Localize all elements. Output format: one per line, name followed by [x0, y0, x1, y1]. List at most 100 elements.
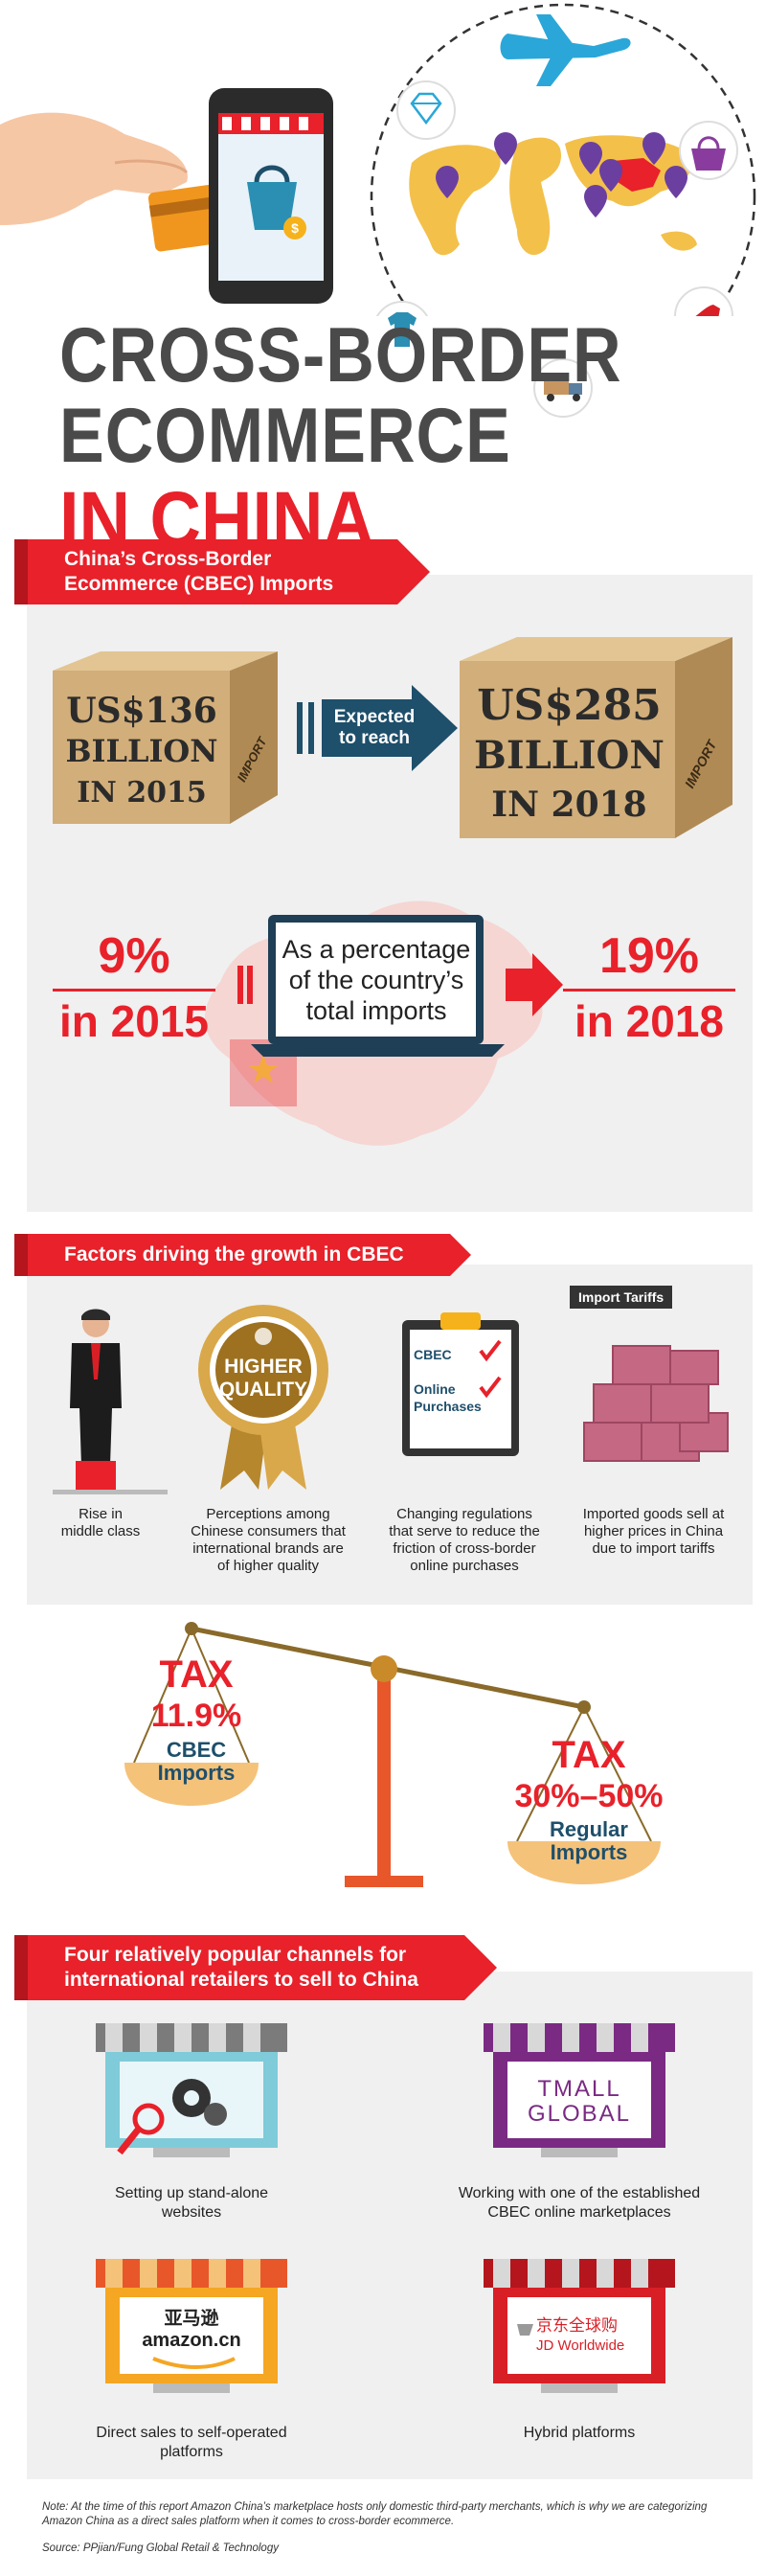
import-tariffs-tag: Import Tariffs [570, 1286, 673, 1309]
channel-3-line2: platforms [160, 2444, 223, 2460]
box-2015-line2: BILLION [65, 733, 218, 770]
laptop-line1: As a percentage [282, 935, 471, 964]
factor-3-line3: friction of cross-border [393, 1540, 536, 1557]
tax-cbec-sub1: CBEC [166, 1738, 227, 1762]
jd-en: JD Worldwide [536, 2337, 625, 2354]
tax-scale-icon [124, 1622, 661, 1887]
channel-1-line1: Setting up stand-alone [114, 2185, 269, 2201]
tax-regular: TAX 30%–50% [484, 1736, 694, 1812]
clipboard-line3: Purchases [414, 1399, 482, 1414]
box-2015-line1: US$136 [66, 691, 217, 731]
factor-2-line3: international brands are [192, 1540, 344, 1557]
factor-2-line1: Perceptions among [206, 1506, 330, 1522]
pct-2015-year: in 2015 [59, 996, 209, 1046]
footnote: Note: At the time of this report Amazon … [42, 2501, 708, 2527]
amazon-en: amazon.cn [142, 2330, 241, 2351]
hero: $ [0, 0, 766, 559]
channel-2-line2: CBEC online marketplaces [487, 2204, 671, 2221]
source-text: Source: PPjian/Fung Global Retail & Tech… [42, 2542, 279, 2554]
globe-ring [370, 3, 756, 316]
channel-4-caption: Hybrid platforms [436, 2424, 723, 2443]
factor-2-line4: of higher quality [217, 1558, 319, 1574]
factor-2-caption: Perceptions among Chinese consumers that… [182, 1506, 354, 1575]
airplane-icon [500, 14, 631, 86]
hero-illustration-lower [388, 312, 593, 418]
china-map-icon [613, 158, 661, 192]
factor-4-line1: Imported goods sell at [582, 1506, 725, 1522]
store-standalone-icon [96, 2023, 287, 2157]
pct-2018-year: in 2018 [574, 996, 724, 1046]
pct-2015: 9% in 2015 [53, 931, 215, 1043]
channel-3-caption: Direct sales to self-operated platforms [72, 2424, 311, 2462]
hero-title: CROSS-BORDER ECOMMERCE IN CHINA [59, 316, 622, 559]
factor-3-line1: Changing regulations [396, 1506, 532, 1522]
laptop-icon [251, 915, 505, 1057]
shirt-icon [375, 301, 429, 316]
box-2018-line1: US$285 [477, 681, 662, 730]
tmall-line2: GLOBAL [527, 2101, 632, 2127]
jd-logo-text: 京东全球购 JD Worldwide [536, 2316, 661, 2356]
tmall-logo-text: TMALL GLOBAL [507, 2077, 651, 2127]
money-stack-icon [583, 1345, 729, 1462]
tax-cbec-label: TAX [159, 1653, 234, 1696]
badge-line1: HIGHER [224, 1356, 303, 1378]
pct-2018: 19% in 2018 [563, 931, 735, 1043]
laptop-line2: of the country’s [288, 966, 464, 994]
tax-cbec-value: 11.9% [150, 1698, 242, 1734]
tax-cbec-sub: CBEC Imports [124, 1739, 268, 1785]
pct-bar-left-a [237, 966, 243, 1004]
tax-regular-sub: Regular Imports [517, 1818, 661, 1864]
imports-header: China’s Cross-Border Ecommerce (CBEC) Im… [14, 539, 430, 604]
channel-3-line1: Direct sales to self-operated [96, 2425, 287, 2441]
tax-regular-label: TAX [552, 1734, 626, 1776]
pct-arrow-icon [506, 953, 563, 1016]
jd-cn: 京东全球购 [536, 2316, 618, 2335]
map-pin-icons [436, 132, 687, 217]
factor-4-line3: due to import tariffs [592, 1540, 715, 1557]
hand-icon [0, 112, 189, 225]
box-2018-icon: IMPORT [460, 637, 732, 838]
tax-cbec: TAX 11.9% [105, 1655, 287, 1732]
factor-3-line2: that serve to reduce the [389, 1523, 540, 1539]
store-tmall-icon [484, 2023, 675, 2157]
channels-header-line2: international retailers to sell to China [64, 1969, 418, 1991]
higher-quality-badge-icon [198, 1305, 328, 1490]
handbag-icon [679, 121, 738, 180]
store-jd-icon [484, 2259, 675, 2393]
factor-2-line2: Chinese consumers that [191, 1523, 346, 1539]
factor-3-caption: Changing regulations that serve to reduc… [373, 1506, 555, 1575]
factor-4-caption: Imported goods sell at higher prices in … [565, 1506, 742, 1558]
box-2015-text: US$136 BILLION IN 2015 [56, 691, 228, 810]
channel-2-caption: Working with one of the established CBEC… [436, 2184, 723, 2223]
hero-illustration: $ [0, 3, 756, 316]
tax-cbec-sub2: Imports [157, 1761, 236, 1785]
expected-arrow-icon [297, 685, 458, 771]
amazon-cn: 亚马逊 [164, 2309, 219, 2329]
tax-regular-sub2: Imports [550, 1840, 628, 1864]
amazon-logo-text: 亚马逊 amazon.cn [120, 2309, 263, 2352]
delivery-truck-icon [533, 358, 593, 418]
channels-header: Four relatively popular channels for int… [14, 1935, 497, 2000]
imports-header-line1: China’s Cross-Border [64, 548, 272, 570]
channel-2-line1: Working with one of the established [458, 2185, 701, 2201]
factors-header: Factors driving the growth in CBEC [14, 1234, 471, 1276]
factor-1-line2: middle class [60, 1523, 141, 1539]
channel-1-line2: websites [161, 2204, 222, 2221]
factor-3-line4: online purchases [410, 1558, 519, 1574]
factor-1-caption: Rise in middle class [38, 1506, 163, 1540]
tax-regular-sub1: Regular [550, 1817, 628, 1841]
tax-regular-value: 30%–50% [514, 1778, 664, 1814]
badge-line2: QUALITY [218, 1379, 308, 1401]
factor-1-line1: Rise in [79, 1506, 123, 1522]
pct-2018-value: 19% [598, 928, 700, 984]
laptop-text: As a percentage of the country’s total i… [276, 934, 477, 1026]
factor-4-line2: higher prices in China [583, 1523, 724, 1539]
clipboard-line2: Online [414, 1381, 456, 1397]
tmall-line1: TMALL [537, 2076, 621, 2102]
channels-header-line1: Four relatively popular channels for [64, 1944, 407, 1966]
box-2015-line3: IN 2015 [77, 775, 207, 809]
box-2015-icon: IMPORT [53, 651, 278, 824]
clipboard-line1: CBEC [414, 1347, 452, 1362]
store-amazon-icon [96, 2259, 287, 2393]
channel-1-caption: Setting up stand-alone websites [72, 2184, 311, 2223]
